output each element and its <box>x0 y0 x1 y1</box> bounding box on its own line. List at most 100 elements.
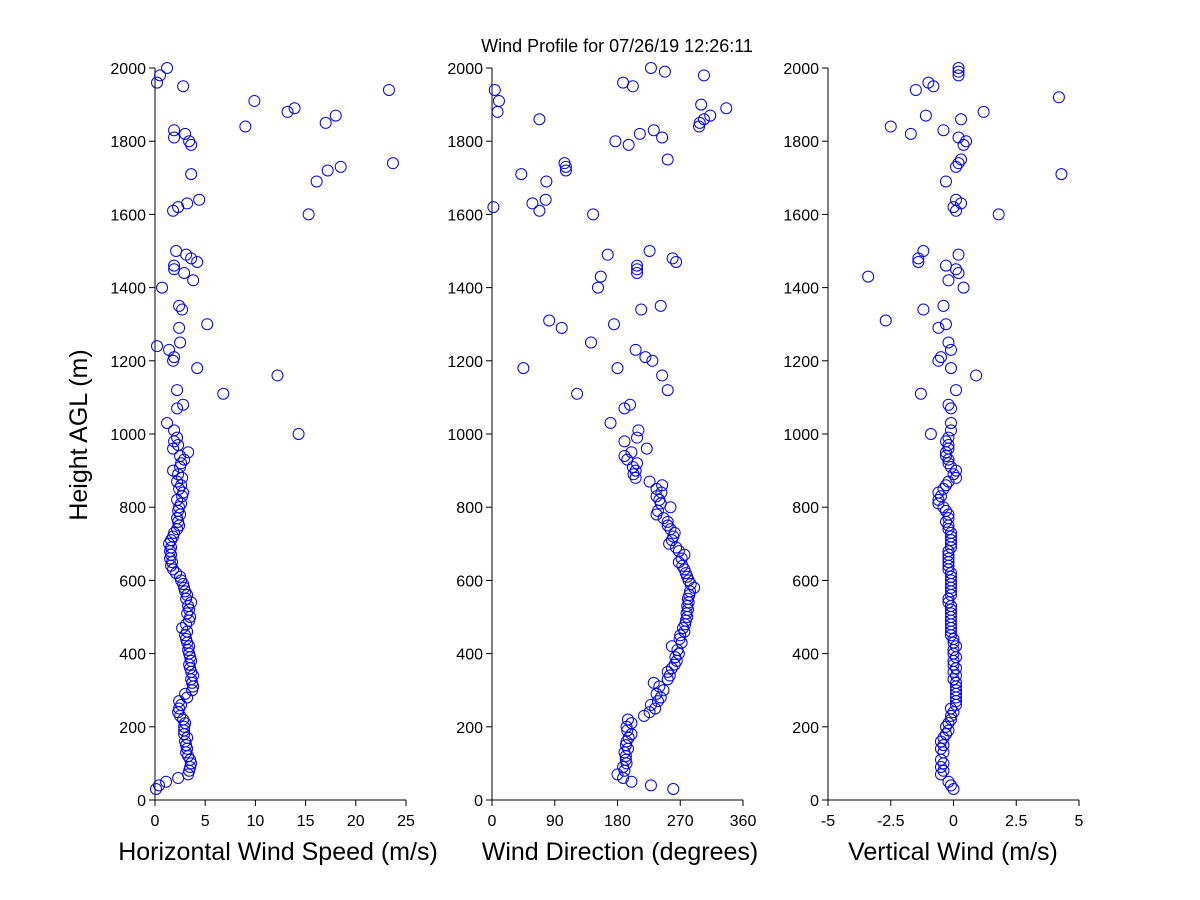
speed-point <box>168 259 181 272</box>
direction-point <box>657 684 670 697</box>
direction-point <box>658 65 671 78</box>
vertical-point <box>932 321 945 334</box>
vertical-point <box>947 632 960 645</box>
speed-point <box>386 157 399 170</box>
direction-point <box>670 541 683 554</box>
speed-y-tick-label: 2000 <box>110 61 146 78</box>
direction-point <box>624 398 637 411</box>
vertical-point <box>944 424 957 437</box>
vertical-point <box>942 398 955 411</box>
direction-point <box>675 552 688 565</box>
vertical-point <box>939 728 952 741</box>
vertical-point <box>944 530 957 543</box>
speed-point <box>172 706 185 719</box>
direction-point <box>618 435 631 448</box>
direction-point <box>647 124 660 137</box>
direction-point <box>629 464 642 477</box>
direction-point <box>558 157 571 170</box>
vertical-point <box>950 471 963 484</box>
direction-point <box>651 504 664 517</box>
vertical-point <box>932 493 945 506</box>
vertical-y-tick-label: 1800 <box>783 134 819 151</box>
speed-point <box>183 135 196 148</box>
speed-point <box>153 779 166 792</box>
direction-point <box>663 537 676 550</box>
direction-point <box>672 545 685 558</box>
speed-point <box>168 424 181 437</box>
direction-point <box>674 629 687 642</box>
direction-point <box>539 193 552 206</box>
direction-point <box>656 131 669 144</box>
speed-point <box>181 197 194 210</box>
vertical-point <box>952 69 965 82</box>
direction-point <box>491 105 504 118</box>
vertical-point <box>942 775 955 788</box>
vertical-y-tick-label: 800 <box>792 500 819 517</box>
vertical-point <box>952 65 965 78</box>
speed-point <box>168 526 181 539</box>
speed-point <box>151 340 164 353</box>
direction-x-tick-label: 180 <box>604 813 631 830</box>
speed-y-tick-label: 1000 <box>110 427 146 444</box>
direction-point <box>526 197 539 210</box>
vertical-point <box>934 735 947 748</box>
direction-point <box>697 69 710 82</box>
direction-point <box>643 245 656 257</box>
direction-point <box>644 698 657 711</box>
speed-point <box>334 160 347 173</box>
speed-x-axis-label: Horizontal Wind Speed (m/s) <box>118 838 438 866</box>
direction-y-tick-label: 200 <box>456 720 483 737</box>
vertical-point <box>960 135 973 148</box>
speed-point <box>176 621 189 634</box>
direction-point <box>631 431 644 444</box>
speed-point <box>288 102 301 115</box>
speed-x-tick-label: 5 <box>201 813 210 830</box>
vertical-point <box>944 603 957 616</box>
direction-point <box>646 354 659 367</box>
direction-point <box>591 281 604 294</box>
direction-x-tick-label: 270 <box>667 813 694 830</box>
vertical-y-tick-label: 2000 <box>783 61 819 78</box>
vertical-point <box>934 490 947 503</box>
direction-point <box>533 204 546 217</box>
vertical-point <box>947 783 960 796</box>
vertical-point <box>932 354 945 367</box>
vertical-point <box>952 131 965 144</box>
vertical-point <box>922 76 935 89</box>
direction-point <box>540 175 553 188</box>
vertical-point <box>944 574 957 587</box>
vertical-point <box>937 124 950 137</box>
direction-point <box>632 424 645 437</box>
speed-point <box>178 266 191 279</box>
direction-point <box>619 739 632 752</box>
vertical-x-tick-label: 0 <box>949 813 958 830</box>
speed-point <box>281 105 294 118</box>
direction-point <box>533 113 546 126</box>
vertical-point <box>950 384 963 397</box>
speed-point <box>185 654 198 667</box>
vertical-point <box>912 255 925 268</box>
direction-point <box>585 336 598 349</box>
speed-x-tick-label: 15 <box>297 813 315 830</box>
vertical-point <box>950 669 963 682</box>
speed-point <box>191 362 204 375</box>
vertical-point <box>944 460 957 473</box>
direction-point <box>644 779 657 792</box>
vertical-point <box>944 343 957 356</box>
speed-point <box>193 193 206 206</box>
vertical-point <box>917 245 930 257</box>
direction-point <box>618 449 631 462</box>
speed-x-tick-label: 10 <box>247 813 265 830</box>
figure-title: Wind Profile for 07/26/19 12:26:11 <box>481 36 753 56</box>
speed-point <box>217 387 230 400</box>
speed-point <box>382 83 395 96</box>
vertical-point <box>879 314 892 327</box>
vertical-point <box>942 457 955 470</box>
vertical-point <box>942 724 955 737</box>
direction-point <box>622 731 635 744</box>
vertical-point <box>909 83 922 96</box>
speed-y-tick-label: 800 <box>119 500 146 517</box>
vertical-point <box>944 402 957 415</box>
